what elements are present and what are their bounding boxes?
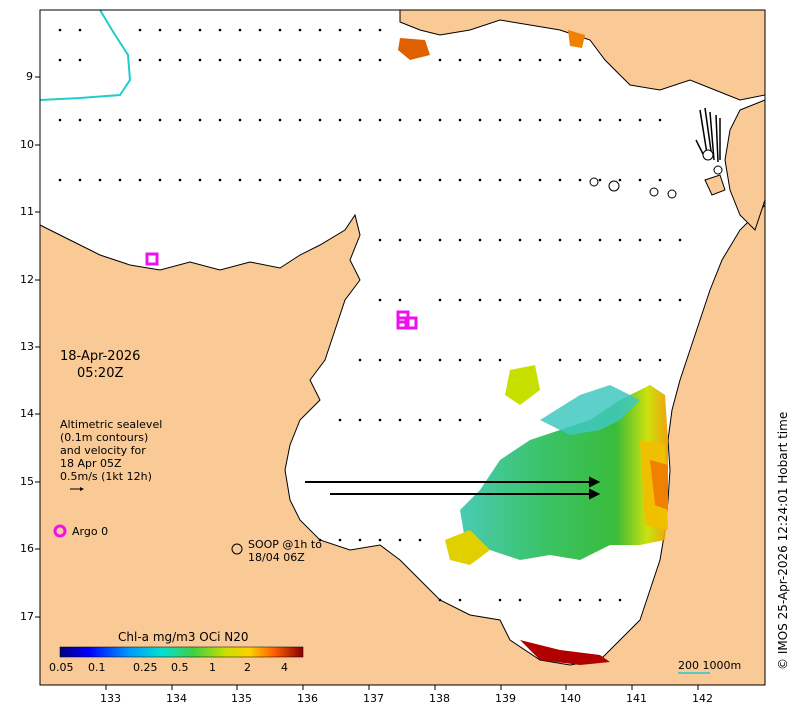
velocity-scale-arrow: [70, 487, 84, 491]
colorbar-tick-6: 4: [281, 661, 288, 674]
lon-tick-135: 135: [231, 692, 252, 705]
colorbar-tick-1: 0.1: [88, 661, 106, 674]
chlorophyll-layer: [398, 30, 668, 665]
lon-tick-141: 141: [626, 692, 647, 705]
soop-legend-line-2: 18/04 06Z: [248, 551, 305, 564]
date-label: 18-Apr-2026: [60, 349, 141, 364]
soop-track: [589, 149, 723, 199]
colorbar-tick-3: 0.5: [171, 661, 189, 674]
legend-alt-line-5: 0.5m/s (1kt 12h): [60, 470, 152, 483]
legend-alt-line-1: Altimetric sealevel: [60, 418, 163, 431]
argo-legend-icon: [53, 524, 67, 538]
lat-tick-9: 9: [26, 70, 33, 83]
land-west: [39, 203, 766, 686]
land-north-east: [399, 9, 766, 101]
legend-alt-line-3: and velocity for: [60, 444, 146, 457]
colorbar-tick-5: 2: [244, 661, 251, 674]
soop-legend-icon: [231, 543, 243, 555]
river-line: [39, 9, 132, 101]
current-arrows: [305, 476, 601, 500]
lat-tick-14: 14: [20, 407, 34, 420]
lat-tick-17: 17: [20, 610, 34, 623]
lon-tick-137: 137: [363, 692, 384, 705]
land-layer: [39, 9, 766, 686]
legend-alt-line-4: 18 Apr 05Z: [60, 457, 122, 470]
lat-tick-15: 15: [20, 475, 34, 488]
lon-tick-140: 140: [560, 692, 581, 705]
velocity-field: [58, 28, 682, 602]
colorbar-title: Chl-a mg/m3 OCi N20: [118, 630, 249, 644]
lat-tick-12: 12: [20, 273, 34, 286]
lon-tick-136: 136: [297, 692, 318, 705]
time-label: 05:20Z: [77, 366, 124, 381]
colorbar-tick-2: 0.25: [133, 661, 158, 674]
lon-tick-133: 133: [100, 692, 121, 705]
lon-tick-138: 138: [429, 692, 450, 705]
soop-legend-line-1: SOOP @1h to: [248, 538, 322, 551]
lon-tick-139: 139: [495, 692, 516, 705]
lon-tick-142: 142: [692, 692, 713, 705]
lat-tick-10: 10: [20, 138, 34, 151]
legend-alt-line-2: (0.1m contours): [60, 431, 149, 444]
colorbar-tick-4: 1: [209, 661, 216, 674]
argo-legend-label: Argo 0: [72, 525, 109, 538]
lat-tick-16: 16: [20, 542, 34, 555]
argo-markers: [145, 252, 418, 330]
lat-tick-13: 13: [20, 340, 34, 353]
lat-tick-11: 11: [20, 205, 34, 218]
copyright-label: © IMOS 25-Apr-2026 12:24:01 Hobart time: [776, 411, 790, 670]
lon-tick-134: 134: [166, 692, 187, 705]
island-north: [704, 174, 726, 196]
scale-label: 200 1000m: [678, 659, 742, 672]
colorbar-tick-0: 0.05: [49, 661, 74, 674]
colorbar: [59, 646, 304, 658]
axis-ticks: [35, 76, 699, 690]
